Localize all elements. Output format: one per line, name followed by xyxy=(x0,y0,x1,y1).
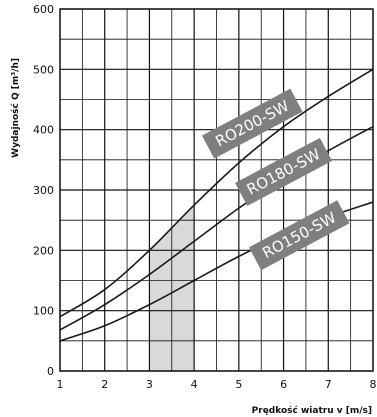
series-label-text: RO150-SW xyxy=(259,208,339,262)
y-tick-label: 100 xyxy=(33,305,54,318)
x-tick-label: 2 xyxy=(101,378,108,391)
series-line-1 xyxy=(59,68,374,318)
x-tick-label: 4 xyxy=(191,378,198,391)
x-tick-label: 8 xyxy=(370,378,377,391)
y-tick-label: 0 xyxy=(47,365,54,378)
series-label-text: RO200-SW xyxy=(212,97,292,151)
y-tick-label: 200 xyxy=(33,244,54,257)
x-tick-label: 6 xyxy=(280,378,287,391)
x-tick-label: 1 xyxy=(57,378,64,391)
x-tick-label: 7 xyxy=(325,378,332,391)
x-tick-label: 5 xyxy=(235,378,242,391)
plot-frame xyxy=(59,8,374,372)
series-label-box xyxy=(235,137,333,206)
x-tick-label: 3 xyxy=(146,378,153,391)
y-axis-label: Wydajność Q [m³/h] xyxy=(10,58,21,158)
y-tick-label: 300 xyxy=(33,184,54,197)
series-label-3: RO150-SW xyxy=(248,200,350,271)
series-label-box xyxy=(202,88,303,159)
y-tick-label: 500 xyxy=(33,63,54,76)
series-label-box xyxy=(248,200,350,271)
y-tick-label: 600 xyxy=(33,3,54,16)
y-tick-label: 400 xyxy=(33,124,54,137)
x-axis-label: Prędkość wiatru v [m/s] xyxy=(252,405,372,416)
